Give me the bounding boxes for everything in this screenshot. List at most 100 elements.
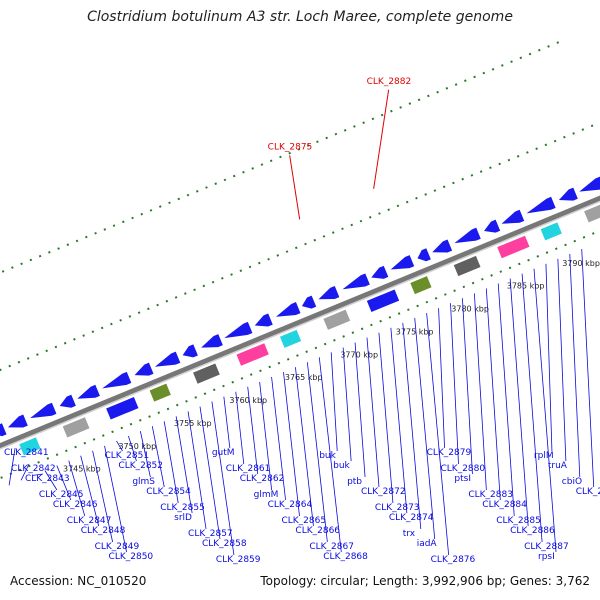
gene-label: CLK_2880 <box>441 464 486 474</box>
gene-shape <box>454 227 481 244</box>
gene-shape <box>417 248 431 262</box>
gene-leader <box>330 352 338 452</box>
gene-leader <box>521 273 543 543</box>
feature-block <box>19 437 41 456</box>
gene-label: CLK_2843 <box>25 474 70 484</box>
gene-leader <box>414 317 436 540</box>
gene-arrow <box>558 187 578 201</box>
gene-label: CLK_2851 <box>104 451 149 461</box>
feature-shape <box>62 417 90 438</box>
gene-shape <box>224 321 253 339</box>
gene-arrow <box>526 196 556 214</box>
gene-arrow <box>371 265 389 279</box>
gene-label: CLK_2859 <box>216 555 261 565</box>
gene-leader <box>151 426 165 488</box>
feature-block <box>193 363 220 384</box>
feature-block <box>323 309 351 330</box>
gene-arrow <box>7 414 28 428</box>
gene-arrow <box>454 227 481 244</box>
gene-shape <box>30 402 57 419</box>
inner-dotted-guide <box>0 229 600 480</box>
kbp-tick-label: 3780 kbp <box>451 305 489 314</box>
gene-leader <box>247 386 259 475</box>
gene-shape <box>7 414 28 428</box>
feature-shape <box>149 383 171 402</box>
gene-leader <box>533 268 557 553</box>
middle-dotted-guide <box>0 124 594 372</box>
gene-label: CLK_2887 <box>524 542 569 552</box>
gene-label: CLK_2883 <box>468 490 513 500</box>
gene-leader <box>450 303 459 465</box>
gene-shape <box>59 394 76 408</box>
genome-backbone <box>0 195 600 449</box>
gene-arrow <box>501 209 525 224</box>
gene-shape <box>579 176 600 192</box>
gene-label: CLK_2885 <box>496 516 541 526</box>
gene-leader <box>104 445 127 553</box>
feature-shape <box>279 329 302 348</box>
gene-shape <box>318 286 340 300</box>
gene-leader <box>485 288 501 501</box>
gene-leader <box>318 357 342 553</box>
feature-block <box>62 417 90 438</box>
gene-shape <box>484 219 501 233</box>
gene-leader <box>68 460 86 517</box>
gene-arrow <box>102 371 132 389</box>
gene-arrow <box>579 176 600 192</box>
gene-label: CLK_2867 <box>309 542 354 552</box>
feature-block <box>497 235 530 259</box>
feature-block <box>149 383 171 402</box>
gene-arrow <box>224 321 253 339</box>
gene-arrow <box>134 362 154 376</box>
gene-leader <box>402 322 422 530</box>
feature-shape <box>584 202 600 223</box>
feature-block <box>366 289 400 313</box>
feature-shape <box>19 437 41 456</box>
gene-arrow <box>318 286 340 300</box>
gene-label: CLK_2886 <box>510 526 555 536</box>
gene-leader <box>20 463 30 481</box>
gene-leader <box>116 440 123 452</box>
feature-block <box>410 276 432 295</box>
highlight-gene-label: CLK_2875 <box>268 142 313 152</box>
gene-label: CLK_2858 <box>202 539 247 549</box>
gene-leader <box>354 342 366 478</box>
gene-leader <box>32 473 44 476</box>
feature-shape <box>193 363 220 384</box>
feature-shape <box>410 276 432 295</box>
feature-shape <box>236 343 269 366</box>
gene-shape <box>182 344 198 358</box>
gene-label: CLK_2861 <box>226 464 271 474</box>
topology-label: Topology: circular; Length: 3,992,906 bp… <box>260 574 590 588</box>
gene-arrow <box>182 344 198 358</box>
kbp-tick-label: 3765 kbp <box>285 373 323 382</box>
gene-label: CLK_2852 <box>118 461 163 471</box>
gene-leader <box>163 421 179 504</box>
gene-label: cbiO <box>562 477 582 487</box>
gene-shape <box>501 209 525 224</box>
gene-label: rplM <box>534 451 554 461</box>
gene-leader <box>235 391 245 465</box>
kbp-tick-label: 3760 kbp <box>229 396 267 405</box>
gene-arrow <box>77 384 100 399</box>
gene-leader <box>8 447 16 486</box>
gene-leader <box>509 278 529 527</box>
gene-arrow <box>59 394 76 408</box>
gene-label: srlD <box>174 513 192 523</box>
gene-label: CLK_2864 <box>268 500 313 510</box>
gene-shape <box>0 423 7 437</box>
gene-label: CLK_2872 <box>361 487 406 497</box>
feature-shape <box>453 255 481 277</box>
feature-block <box>540 222 562 241</box>
gene-arrow <box>432 239 453 253</box>
highlight-leader <box>289 155 301 220</box>
gene-leader <box>557 258 567 462</box>
gene-label: ptb <box>347 477 362 487</box>
gene-label: CLK_2842 <box>11 464 56 474</box>
gene-leader <box>569 253 581 478</box>
gene-leader <box>473 293 487 491</box>
feature-block <box>279 329 302 348</box>
gene-leader <box>259 381 273 491</box>
backbone-highlight <box>0 200 600 450</box>
